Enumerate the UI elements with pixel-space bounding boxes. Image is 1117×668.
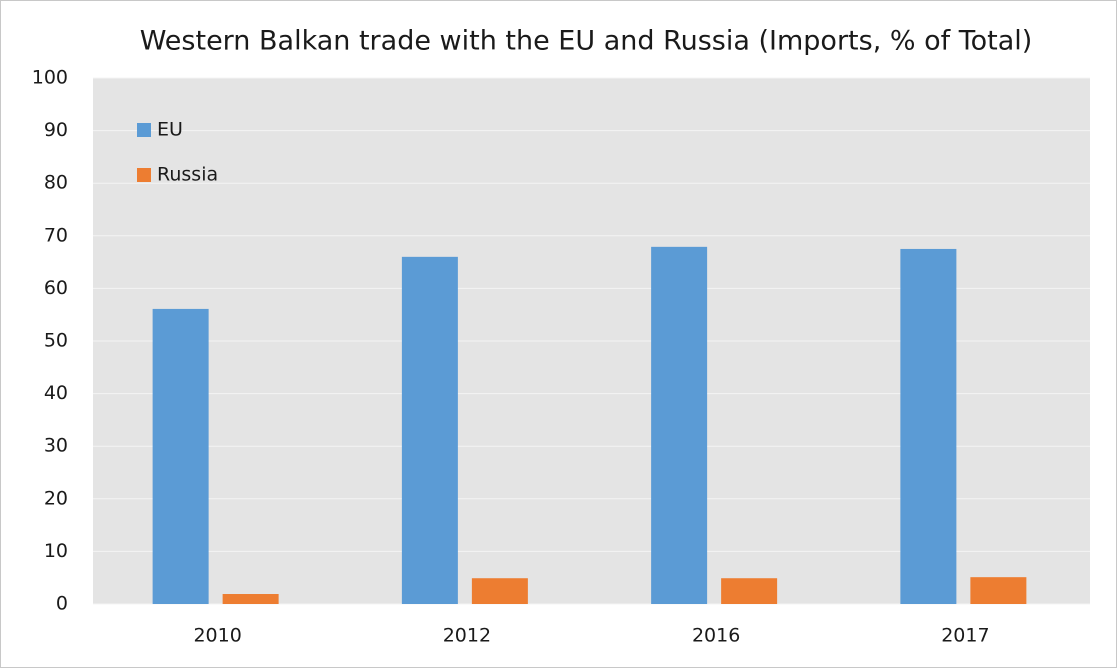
x-tick-label: 2010 bbox=[193, 625, 241, 647]
y-tick-label: 50 bbox=[44, 330, 68, 352]
legend-label: Russia bbox=[157, 164, 218, 186]
x-tick-label: 2017 bbox=[941, 625, 989, 647]
y-tick-label: 30 bbox=[44, 435, 68, 457]
bar bbox=[900, 248, 957, 604]
x-tick-label: 2012 bbox=[443, 625, 491, 647]
legend-swatch bbox=[137, 168, 151, 182]
legend-swatch bbox=[137, 123, 151, 137]
y-tick-label: 80 bbox=[44, 172, 68, 194]
chart-title: Western Balkan trade with the EU and Rus… bbox=[140, 26, 1033, 57]
y-tick-label: 60 bbox=[44, 277, 68, 299]
bar bbox=[401, 256, 458, 604]
bar bbox=[152, 308, 209, 604]
y-tick-label: 0 bbox=[56, 593, 68, 615]
y-tick-label: 70 bbox=[44, 224, 68, 246]
y-tick-label: 100 bbox=[32, 67, 68, 89]
bar bbox=[471, 578, 528, 604]
y-tick-label: 10 bbox=[44, 540, 68, 562]
y-tick-label: 90 bbox=[44, 119, 68, 141]
legend-label: EU bbox=[157, 119, 183, 141]
bar bbox=[651, 246, 708, 604]
bar bbox=[222, 594, 279, 604]
bar bbox=[721, 578, 778, 604]
y-tick-label: 20 bbox=[44, 487, 68, 509]
x-tick-label: 2016 bbox=[692, 625, 740, 647]
bar bbox=[970, 577, 1027, 604]
y-tick-label: 40 bbox=[44, 382, 68, 404]
